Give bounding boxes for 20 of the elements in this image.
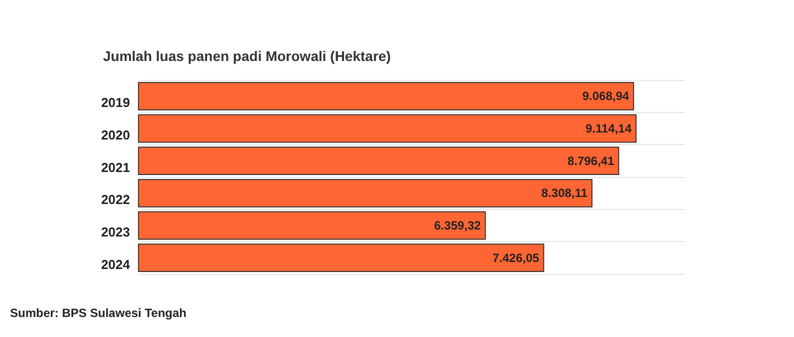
y-tick-label: 2019 [101,95,130,110]
data-label: 7.426,05 [492,250,540,265]
data-label: 9.114,14 [585,122,632,136]
bar [138,82,634,110]
text: Sumber: BPS Sulawesi Tengah [10,306,186,320]
data-label: 9.068,94 [582,89,630,104]
bar [138,244,544,272]
y-tick-label: 2021 [101,160,130,175]
bar [138,146,620,176]
bar [138,178,592,208]
chart-title: Jumlah luas panen padi Morowali (Hektare) [103,48,391,64]
y-tick-label: 2022 [101,192,130,208]
y-tick-label: 2024 [101,256,131,272]
data-label: 8.308,11 [541,186,588,200]
y-tick-label: 2023 [101,224,130,240]
bar [138,211,486,240]
data-label: 6.359,32 [434,218,482,232]
bar [138,114,637,143]
y-tick-label: 2020 [101,128,130,142]
data-label: 8.796,41 [567,154,614,168]
